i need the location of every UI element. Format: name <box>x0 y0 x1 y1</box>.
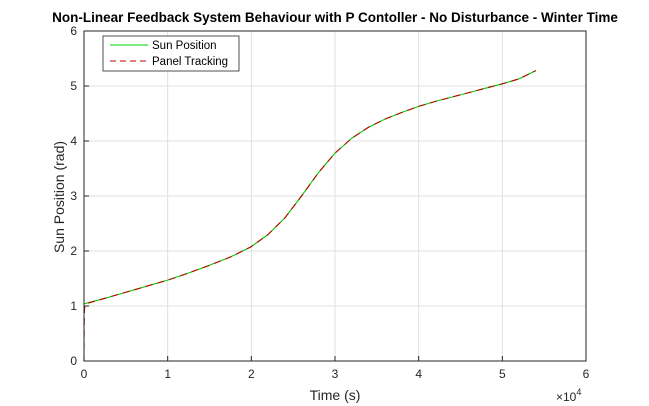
y-tick-label: 4 <box>70 134 77 148</box>
chart-title: Non-Linear Feedback System Behaviour wit… <box>52 10 618 25</box>
x-tick-label: 5 <box>499 367 506 381</box>
legend-box <box>102 35 240 72</box>
y-tick-label: 0 <box>70 354 77 368</box>
x-axis-label: Time (s) <box>310 387 361 403</box>
x-axis-exponent: ×104 <box>556 387 581 404</box>
x-exponent-base: ×10 <box>556 390 577 404</box>
axis-ticks: 0 1 2 3 4 5 6 0 1 2 3 4 5 6 <box>70 24 589 381</box>
x-tick-label: 4 <box>415 367 422 381</box>
legend-label-panel-tracking: Panel Tracking <box>152 56 228 68</box>
y-tick-label: 3 <box>70 189 77 203</box>
grid-lines <box>84 31 586 361</box>
x-tick-label: 0 <box>81 367 88 381</box>
series-lines <box>83 70 537 362</box>
series-line-panel-tracking <box>83 70 537 362</box>
y-tick-label: 6 <box>70 24 77 38</box>
x-exponent-power: 4 <box>576 387 581 397</box>
legend-label-sun-position: Sun Position <box>152 40 217 52</box>
x-tick-label: 2 <box>248 367 255 381</box>
legend: Sun Position Panel Tracking <box>102 35 240 72</box>
x-tick-label: 1 <box>164 367 171 381</box>
y-tick-label: 1 <box>70 299 77 313</box>
y-tick-label: 5 <box>70 79 77 93</box>
y-tick-label: 2 <box>70 244 77 258</box>
y-axis-label: Sun Position (rad) <box>51 141 67 253</box>
x-tick-label: 3 <box>332 367 339 381</box>
x-tick-label: 6 <box>583 367 590 381</box>
